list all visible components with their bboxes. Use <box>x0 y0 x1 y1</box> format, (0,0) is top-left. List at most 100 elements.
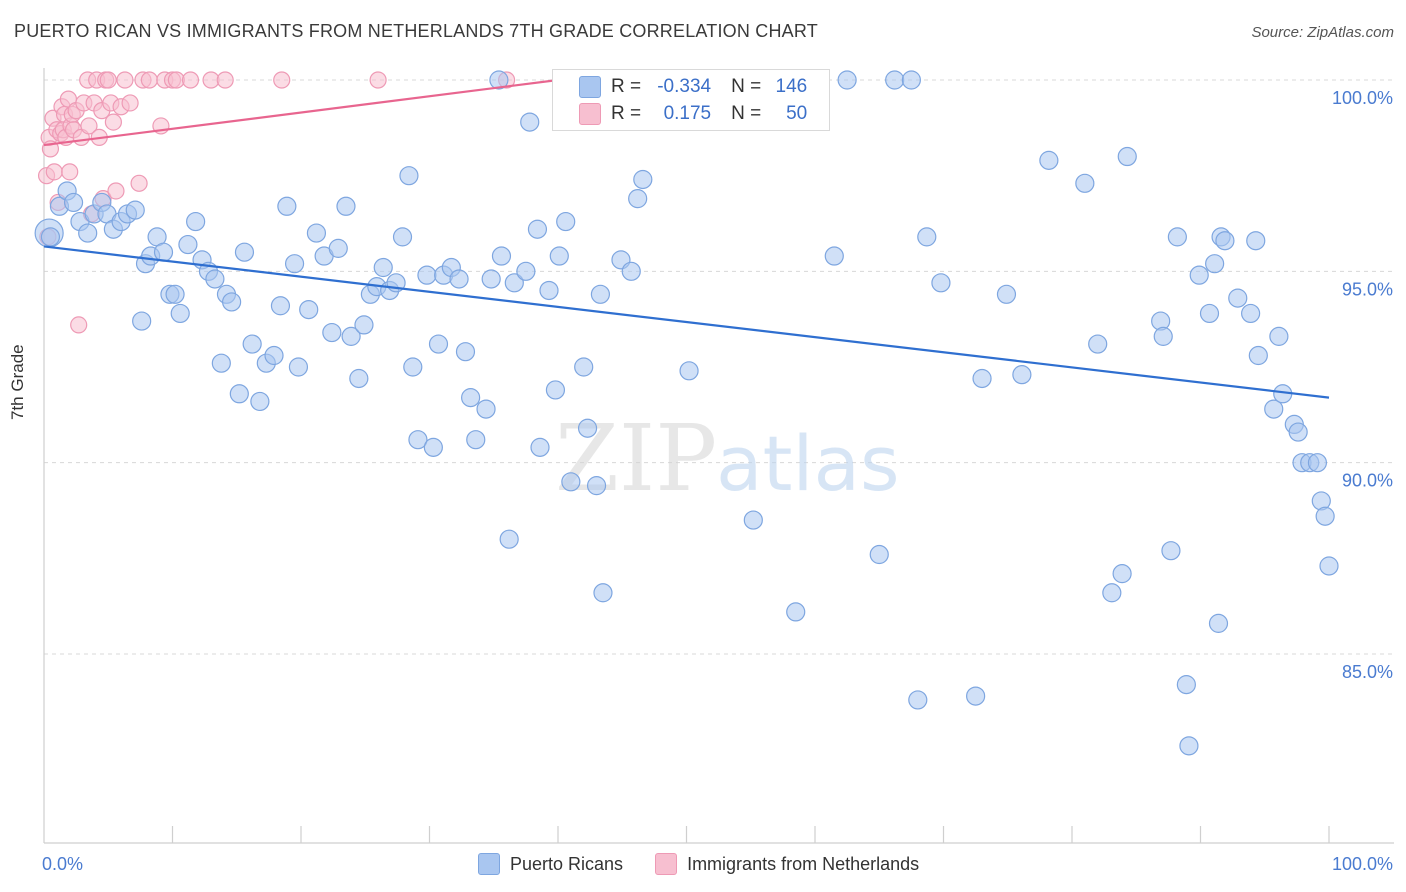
puerto-rican-point <box>229 384 249 404</box>
puerto-rican-point <box>373 257 393 278</box>
puerto-rican-point <box>455 342 476 362</box>
y-tick-label: 100.0% <box>1332 88 1393 108</box>
netherlands-point <box>116 71 134 89</box>
puerto-rican-point <box>211 353 231 373</box>
puerto-rican-point <box>491 246 512 266</box>
puerto-rican-point <box>1189 265 1209 285</box>
puerto-rican-point <box>516 261 536 281</box>
puerto-rican-point <box>1269 326 1289 346</box>
netherlands-point <box>70 316 88 334</box>
puerto-rican-point <box>556 211 576 232</box>
puerto-rican-point <box>322 322 342 343</box>
puerto-rican-point <box>972 368 992 389</box>
puerto-rican-point <box>931 273 951 293</box>
puerto-rican-point <box>423 437 443 457</box>
puerto-rican-point <box>399 166 419 186</box>
puerto-rican-point <box>824 246 844 266</box>
puerto-rican-point <box>996 284 1017 304</box>
puerto-rican-point <box>577 418 598 438</box>
netherlands-point <box>130 174 148 192</box>
puerto-rican-point <box>679 361 699 381</box>
x-tick-label: 0.0% <box>42 854 83 874</box>
puerto-rican-point <box>1102 583 1122 603</box>
puerto-rican-point <box>966 686 986 706</box>
puerto-rican-point <box>527 219 548 239</box>
puerto-rican-point <box>917 227 937 247</box>
puerto-rican-point <box>786 602 806 622</box>
puerto-rican-point <box>1307 453 1328 473</box>
netherlands-point <box>140 71 158 89</box>
puerto-rican-point <box>633 169 653 190</box>
puerto-rican-point <box>1012 365 1032 385</box>
puerto-rican-point <box>593 583 613 603</box>
puerto-rican-point <box>306 223 327 243</box>
puerto-rican-point <box>222 292 242 312</box>
puerto-rican-point <box>270 296 291 316</box>
puerto-rican-point <box>461 388 481 408</box>
puerto-rican-point <box>621 261 641 281</box>
puerto-rican-point <box>481 269 501 289</box>
axes <box>43 68 1394 844</box>
netherlands-point <box>121 94 139 112</box>
puerto-rican-point <box>153 242 174 262</box>
puerto-rican-point <box>1176 675 1196 695</box>
legend-n-label: N = <box>731 103 762 124</box>
puerto-rican-point <box>901 70 921 90</box>
legend-swatch-netherlands <box>655 853 678 875</box>
watermark-atlas: atlas <box>716 419 900 508</box>
puerto-rican-point <box>341 326 361 346</box>
puerto-rican-point <box>539 280 559 301</box>
netherlands-trend-line <box>43 78 559 147</box>
puerto-rican-point <box>1264 399 1284 419</box>
netherlands-point <box>216 71 234 89</box>
legend-row-netherlands: R = 0.175 N = 50 <box>553 101 807 127</box>
x-tick-label: 100.0% <box>1332 854 1393 874</box>
puerto-rican-point <box>1228 288 1248 308</box>
y-tick-label: 85.0% <box>1342 662 1393 682</box>
legend-n-value: 50 <box>786 103 808 124</box>
puerto-rican-point <box>574 357 594 377</box>
puerto-rican-point <box>590 284 611 304</box>
puerto-rican-point <box>1179 736 1199 756</box>
puerto-rican-point <box>170 303 190 324</box>
puerto-rican-point <box>476 399 496 419</box>
puerto-rican-point <box>1205 254 1225 274</box>
puerto-rican-point <box>403 357 423 377</box>
puerto-rican-point <box>1112 564 1132 584</box>
puerto-rican-trend-line <box>43 245 1330 399</box>
netherlands-point <box>99 71 117 89</box>
zipatlas-watermark: ZIP atlas <box>555 405 900 512</box>
legend-swatch-blue <box>579 76 601 98</box>
netherlands-point <box>45 163 63 181</box>
legend-label-puerto-ricans: Puerto Ricans <box>510 853 624 874</box>
puerto-rican-point <box>264 345 284 366</box>
puerto-rican-point <box>1039 150 1059 170</box>
puerto-rican-point <box>242 334 262 354</box>
gridlines <box>44 79 1394 655</box>
puerto-rican-point <box>408 430 428 450</box>
puerto-rican-point <box>328 238 348 258</box>
puerto-rican-point <box>250 391 270 412</box>
trend-lines <box>43 78 1330 399</box>
puerto-rican-point <box>869 544 889 565</box>
puerto-rican-point <box>520 112 540 132</box>
puerto-rican-point <box>561 472 581 492</box>
puerto-rican-point <box>63 192 84 213</box>
puerto-rican-point <box>586 476 607 496</box>
netherlands-point <box>80 117 98 135</box>
legend-label-netherlands: Immigrants from Netherlands <box>687 853 920 874</box>
puerto-rican-point <box>1215 231 1235 251</box>
y-tick-label: 95.0% <box>1342 279 1393 299</box>
legend-r-value: 0.175 <box>663 103 712 124</box>
legend-swatch-pink <box>579 103 601 125</box>
source-credit: Source: ZipAtlas.com <box>1251 24 1394 41</box>
puerto-rican-point <box>1075 173 1095 193</box>
puerto-rican-point <box>125 200 145 220</box>
puerto-rican-point <box>1246 231 1266 251</box>
legend-r-label: R = <box>611 103 642 124</box>
legend-n-value: 146 <box>775 76 808 97</box>
netherlands-point <box>61 163 79 181</box>
puerto-rican-point <box>336 196 356 216</box>
netherlands-point <box>107 182 125 200</box>
puerto-rican-point <box>288 357 309 377</box>
